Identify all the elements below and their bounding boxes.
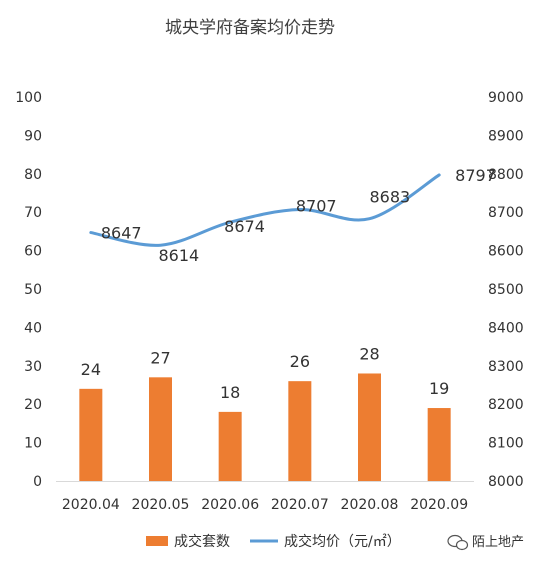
bar-data-labels: 24 27 18 26 28 19 <box>81 344 450 401</box>
x-tick-label: 2020.05 <box>132 497 190 513</box>
watermark-text: 陌上地产 <box>472 535 524 550</box>
y-left-tick-label: 10 <box>24 436 42 452</box>
y-left-tick-label: 50 <box>24 282 42 298</box>
x-tick-label: 2020.07 <box>271 497 329 513</box>
line-data-label: 8707 <box>296 197 337 216</box>
bar-data-label: 24 <box>81 360 101 379</box>
legend-bar-swatch <box>146 536 168 546</box>
bar-series <box>79 373 451 481</box>
x-tick-label: 2020.08 <box>341 497 399 513</box>
y-left-tick-label: 100 <box>15 90 42 106</box>
bar <box>149 377 172 481</box>
bar <box>218 411 242 481</box>
y-left-tick-labels: 0 10 20 30 40 50 60 70 80 90 100 <box>15 90 42 490</box>
line-data-label: 8683 <box>370 188 411 207</box>
y-right-tick-label: 8500 <box>488 282 524 298</box>
y-right-tick-label: 8100 <box>488 436 524 452</box>
bar-data-label: 19 <box>429 379 449 398</box>
bar-data-label: 27 <box>150 348 170 367</box>
y-left-tick-label: 40 <box>24 320 42 336</box>
x-tick-labels: 2020.04 2020.05 2020.06 2020.07 2020.08 2020.… <box>62 497 468 513</box>
x-tick-label: 2020.04 <box>62 497 120 513</box>
y-right-tick-label: 8800 <box>488 167 524 183</box>
y-right-tick-label: 8200 <box>488 397 524 413</box>
bar-data-label: 28 <box>359 344 379 363</box>
y-left-tick-label: 0 <box>33 474 42 490</box>
y-left-tick-label: 70 <box>24 205 42 221</box>
x-tick-label: 2020.06 <box>201 497 259 513</box>
y-left-tick-label: 90 <box>24 128 42 144</box>
line-data-label: 8674 <box>224 217 265 236</box>
y-right-tick-label: 8300 <box>488 359 524 375</box>
legend-line-label: 成交均价（元/㎡） <box>284 533 401 550</box>
y-right-tick-labels: 8000 8100 8200 8300 8400 8500 8600 8700 8800 8900… <box>488 90 524 490</box>
line-data-label: 8647 <box>101 224 142 243</box>
x-tick-label: 2020.09 <box>410 497 468 513</box>
bar-data-label: 26 <box>290 352 310 371</box>
watermark: 陌上地产 <box>447 534 524 551</box>
y-left-tick-label: 80 <box>24 167 42 183</box>
line-data-label: 8797 <box>455 166 496 185</box>
wechat-icon <box>447 534 469 551</box>
bar <box>79 388 103 481</box>
y-left-tick-label: 30 <box>24 359 42 375</box>
y-right-tick-label: 8400 <box>488 320 524 336</box>
y-right-tick-label: 8900 <box>488 128 524 144</box>
y-right-tick-label: 9000 <box>488 90 524 106</box>
legend: 成交套数 成交均价（元/㎡） <box>146 533 401 550</box>
bar <box>358 373 381 481</box>
bar <box>288 381 312 481</box>
y-right-tick-label: 8700 <box>488 205 524 221</box>
y-left-tick-label: 20 <box>24 397 42 413</box>
chart-title: 城央学府备案均价走势 <box>165 18 335 38</box>
y-right-tick-label: 8000 <box>488 474 524 490</box>
line-data-label: 8614 <box>159 246 200 265</box>
price-line <box>89 173 441 247</box>
line-data-labels: 8647 8614 8674 8707 8683 8797 <box>101 166 496 265</box>
bar <box>427 408 451 481</box>
bar-data-label: 18 <box>220 383 240 402</box>
y-left-tick-label: 60 <box>24 244 42 260</box>
line-series <box>89 173 441 247</box>
y-right-tick-label: 8600 <box>488 244 524 260</box>
legend-bar-label: 成交套数 <box>174 533 230 550</box>
